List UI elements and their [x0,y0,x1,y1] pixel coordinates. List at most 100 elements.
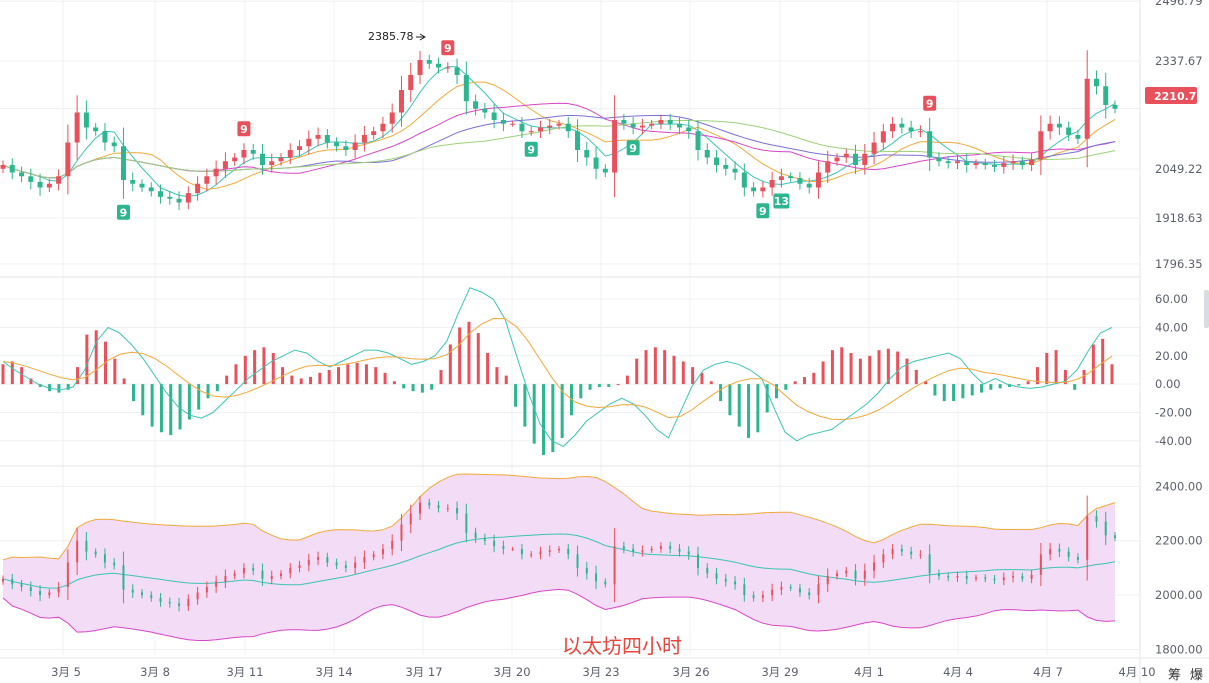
y-tick-label: 2049.22 [1155,162,1203,176]
candle-down [103,554,106,563]
candle-down [493,540,496,547]
candle-down [1103,86,1109,105]
td-marker: 13 [773,193,790,209]
candle-up [1002,577,1005,581]
y-tick-label: 2400.00 [1155,479,1203,493]
bollinger-panel[interactable] [2,473,1116,641]
macd-bar-pos [253,350,257,385]
bollinger-lower [2,588,1116,641]
candle-down [111,142,117,147]
macd-bar-neg [150,384,154,427]
candle-down [93,127,99,132]
candle-down [344,565,347,568]
macd-bar-neg [737,384,741,427]
candle-up [873,562,876,571]
high-price-label: 2385.78 [368,30,414,43]
candle-down [752,595,755,598]
td-marker-label: 9 [120,206,128,219]
candle-up [398,90,404,113]
candle-up [278,157,284,162]
candle-up [548,550,551,552]
candle-down [697,554,699,568]
candle-down [806,183,812,188]
x-tick-label: 4月 10 [1118,665,1155,679]
candle-up [817,584,820,596]
macd-bar-neg [989,384,993,390]
td-marker-label: 9 [926,97,934,110]
candle-down [1093,78,1099,87]
candle-down [604,581,607,585]
macd-bar-neg [1073,384,1077,390]
candle-down [29,586,32,592]
candle-down [259,153,265,165]
candle-up [297,146,303,150]
candle-up [381,548,384,555]
x-tick-label: 3月 23 [582,665,619,679]
macd-panel[interactable] [1,287,1114,455]
candle-down [482,108,488,113]
scrollbar-thumb[interactable] [1204,290,1209,328]
macd-bar-pos [383,372,387,385]
macd-bar-pos [1054,350,1058,385]
candle-up [222,161,228,169]
macd-bar-neg [560,384,564,438]
macd-bar-pos [504,375,508,385]
candle-up [371,131,377,135]
candle-down [436,63,442,68]
candle-down [622,546,625,549]
candle-up [1047,123,1053,132]
corner-label-chips[interactable]: 筹 [1168,667,1181,683]
candle-down [584,150,590,158]
candle-down [678,548,681,552]
candle-down [937,573,940,577]
corner-label-liquidation[interactable]: 爆 [1190,668,1203,683]
macd-bar-pos [672,355,676,385]
candle-down [150,595,153,598]
macd-bar-neg [542,384,546,455]
bollinger-band [2,473,1116,641]
candle-up [352,142,358,150]
price-panel[interactable]: 9 9 9 9 9 9 13 9 [0,40,1118,220]
candle-up [408,75,414,90]
candle-down [853,153,859,165]
td-marker-label: 13 [774,195,789,208]
x-tick-label: 3月 11 [226,665,263,679]
x-tick-label: 3月 14 [315,665,352,679]
candle-down [120,146,126,180]
macd-bar-pos [709,381,713,385]
candle-up [880,131,886,143]
candle-up [372,554,375,558]
candle-down [910,551,913,555]
candle-down [945,161,951,164]
candle-down [19,172,25,177]
candle-up [639,125,645,128]
candle-up [363,557,366,563]
candle-up [973,163,979,165]
macd-bar-neg [1017,384,1021,386]
candle-up [890,123,896,132]
candle-up [46,183,52,188]
candle-up [66,562,69,587]
macd-bar-neg [514,384,518,407]
candle-down [714,157,720,165]
td-marker-label: 9 [240,123,248,136]
candle-down [593,157,599,169]
macd-bar-pos [914,369,918,385]
candle-down [928,554,931,574]
macd-bar-neg [588,384,592,390]
candle-down [141,592,143,596]
macd-bar-pos [346,364,350,385]
y-tick-label: -40.00 [1155,434,1192,448]
candle-up [1029,159,1035,165]
y-tick-label: 2496.79 [1155,0,1203,8]
candle-down [630,123,636,128]
candle-down [575,131,581,150]
macd-dif-line [2,287,1113,448]
candle-up [1012,576,1015,578]
macd-bar-pos [495,367,499,385]
high-price-annotation: 2385.78 [368,30,426,43]
macd-bar-pos [1101,338,1105,385]
candle-down [669,546,672,549]
candle-down [993,578,996,581]
candle-down [465,513,468,533]
